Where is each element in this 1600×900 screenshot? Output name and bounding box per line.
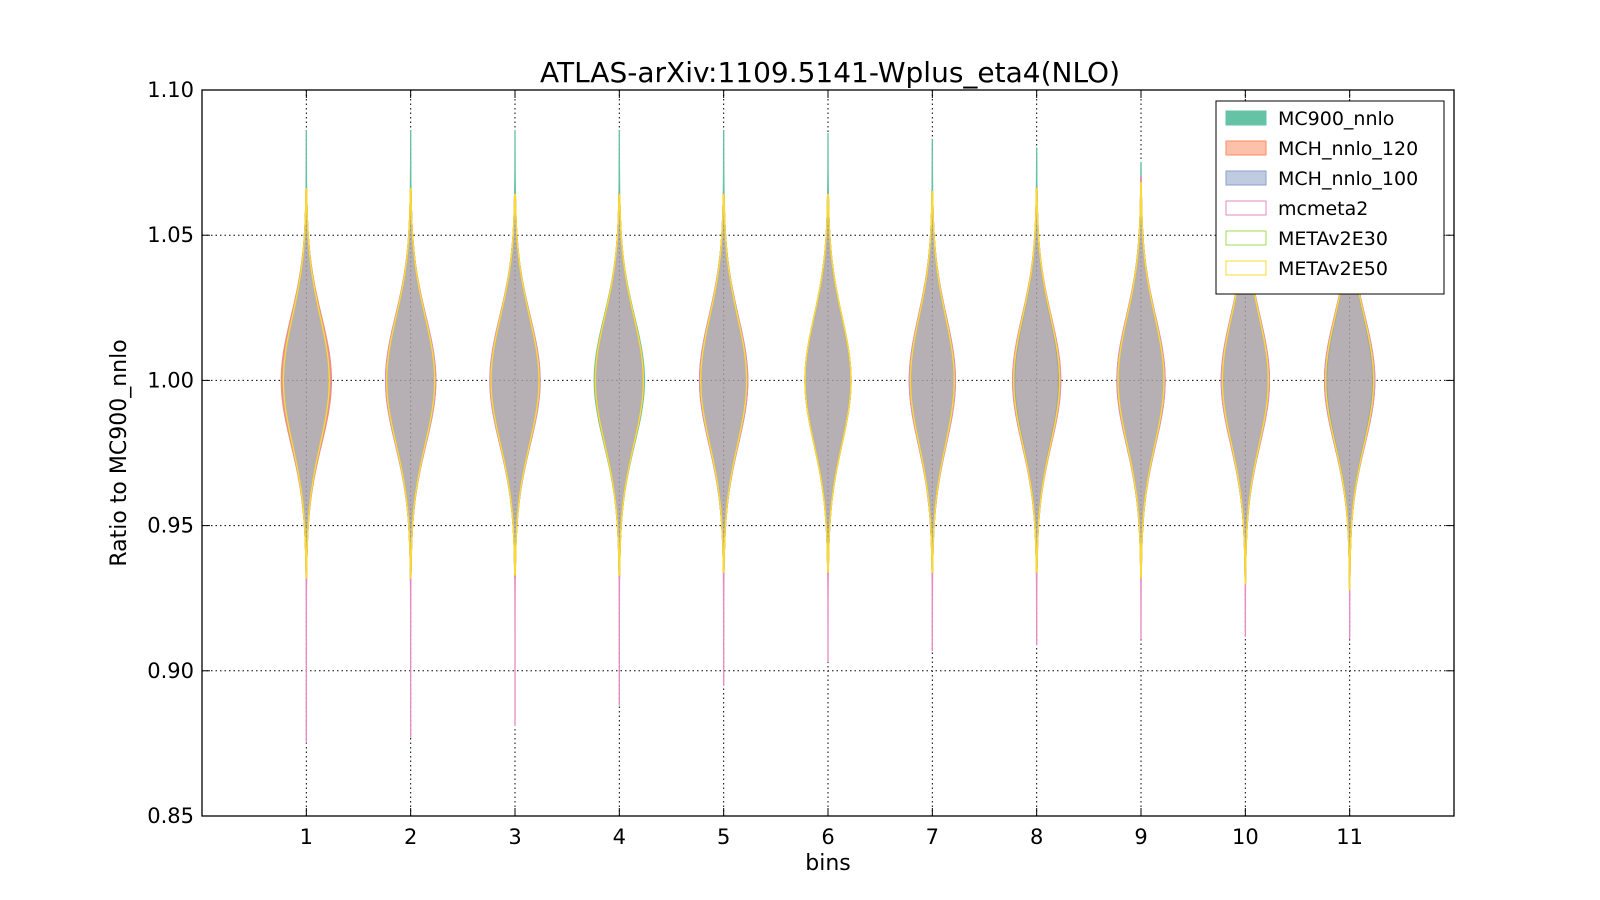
- legend-label: METAv2E30: [1278, 228, 1388, 250]
- y-tick-label: 0.85: [147, 804, 194, 828]
- legend-swatch: [1225, 230, 1267, 246]
- violin-body: [699, 193, 749, 567]
- x-tick-label: 3: [508, 825, 521, 849]
- x-tick-label: 7: [926, 825, 939, 849]
- violin-body: [490, 193, 540, 573]
- violin-body: [700, 193, 748, 573]
- legend-swatch: [1225, 260, 1267, 276]
- y-tick-label: 0.90: [147, 659, 194, 683]
- grid-lines: [202, 90, 1454, 816]
- legend-label: MCH_nnlo_100: [1278, 168, 1418, 190]
- x-axis-label: bins: [805, 851, 850, 876]
- violin-body: [282, 188, 330, 579]
- legend-label: mcmeta2: [1278, 198, 1368, 220]
- y-tick-label: 1.05: [147, 223, 194, 247]
- legend-swatch: [1225, 170, 1267, 186]
- x-tick-label: 4: [613, 825, 626, 849]
- violin-body: [1116, 182, 1166, 573]
- violin-body: [1013, 188, 1061, 573]
- violin-body: [908, 190, 956, 567]
- y-tick-label: 0.95: [147, 514, 194, 538]
- x-tick-label: 10: [1232, 825, 1259, 849]
- legend-box: [1215, 100, 1445, 295]
- legend-label: MC900_nnlo: [1278, 108, 1394, 130]
- legend-label: METAv2E50: [1278, 258, 1388, 280]
- violin-body: [593, 130, 646, 579]
- legend-swatch: [1225, 140, 1267, 156]
- violin-body: [1014, 147, 1060, 573]
- legend-swatch: [1225, 110, 1267, 126]
- violin-body: [804, 193, 852, 567]
- violin-body: [804, 193, 852, 573]
- x-tick-label: 9: [1134, 825, 1147, 849]
- y-tick-label: 1.10: [147, 78, 194, 102]
- x-tick-label: 11: [1336, 825, 1363, 849]
- violin-body: [594, 193, 644, 573]
- x-tick-label: 5: [717, 825, 730, 849]
- violin-plots: [280, 130, 1376, 744]
- x-axis-ticks: 1 2 3 4 5 6 7 8 9 10 11: [300, 90, 1363, 849]
- violin-series-mch-nnlo-100: [281, 182, 1376, 585]
- y-axis-ticks: 0.85 0.90 0.95 1.00 1.05 1.10: [147, 78, 1454, 828]
- x-tick-label: 6: [821, 825, 834, 849]
- legend-label: MCH_nnlo_120: [1278, 138, 1418, 160]
- x-tick-label: 1: [300, 825, 313, 849]
- violin-body: [490, 193, 540, 576]
- legend: MC900_nnlo MCH_nnlo_120 MCH_nnlo_100mcmeta…: [1215, 100, 1445, 295]
- violin-body: [384, 193, 437, 573]
- y-axis-label: Ratio to MC900_nnlo: [107, 339, 132, 566]
- x-tick-label: 8: [1030, 825, 1043, 849]
- violin-body: [1013, 188, 1061, 567]
- y-tick-label: 1.00: [147, 368, 194, 392]
- violin-body: [909, 190, 955, 573]
- x-tick-label: 2: [404, 825, 417, 849]
- violin-body: [1117, 182, 1165, 579]
- chart-title: ATLAS-arXiv:1109.5141-Wplus_eta4(NLO): [540, 56, 1120, 89]
- violin-body: [386, 188, 436, 579]
- legend-swatch: [1225, 200, 1267, 216]
- violin-body: [594, 193, 644, 576]
- violin-body: [281, 193, 331, 573]
